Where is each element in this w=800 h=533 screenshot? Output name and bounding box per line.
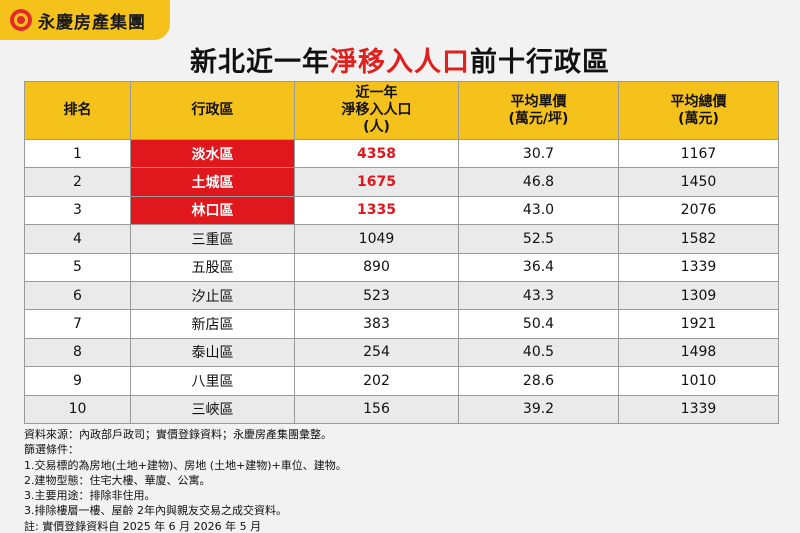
footnotes: 資料來源：內政部戶政司；實價登錄資料；永慶房產集團彙整。 篩選條件： 1.交易標… bbox=[24, 427, 778, 533]
rank-cell: 9 bbox=[24, 366, 131, 396]
header-total-price: 平均總價 (萬元) bbox=[618, 81, 779, 140]
net-in-cell: 202 bbox=[294, 366, 459, 396]
header-rank: 排名 bbox=[24, 81, 131, 140]
note-filter-title: 篩選條件： bbox=[24, 443, 79, 457]
rank-cell: 10 bbox=[24, 394, 131, 424]
table-header-row: 排名 行政區 近一年 淨移入人口 (人) 平均單價 (萬元/坪) 平均總價 (萬… bbox=[24, 81, 779, 140]
district-cell: 林口區 bbox=[130, 195, 295, 226]
rank-cell: 4 bbox=[24, 224, 131, 254]
rank-cell: 1 bbox=[24, 138, 131, 169]
total-price-cell: 1167 bbox=[618, 138, 779, 169]
table-row: 2 土城區 1675 46.8 1450 bbox=[24, 167, 779, 197]
rank-cell: 8 bbox=[24, 337, 131, 368]
total-price-cell: 1921 bbox=[618, 309, 779, 339]
rank-cell: 6 bbox=[24, 280, 131, 311]
total-price-cell: 1339 bbox=[618, 252, 779, 282]
unit-price-cell: 40.5 bbox=[458, 337, 619, 368]
net-in-cell: 156 bbox=[294, 394, 459, 424]
net-in-cell: 1675 bbox=[294, 167, 459, 197]
table-row: 1 淡水區 4358 30.7 1167 bbox=[24, 138, 779, 169]
header-net-in-line1: 近一年 bbox=[355, 85, 398, 101]
note-item-3: 3.主要用途：排除非住用。 bbox=[24, 489, 156, 503]
district-cell: 三峽區 bbox=[130, 394, 295, 424]
net-in-cell: 523 bbox=[294, 280, 459, 311]
district-cell: 五股區 bbox=[130, 252, 295, 282]
total-price-cell: 1339 bbox=[618, 394, 779, 424]
header-total-price-line1: 平均總價 bbox=[670, 93, 727, 110]
table-row: 6 汐止區 523 43.3 1309 bbox=[24, 280, 779, 311]
net-in-cell: 383 bbox=[294, 309, 459, 339]
rank-cell: 2 bbox=[24, 167, 131, 197]
district-cell: 泰山區 bbox=[130, 337, 295, 368]
title-prefix: 新北近一年 bbox=[190, 47, 330, 78]
note-item-4: 3.排除樓層一樓、屋齡 2年內與親友交易之成交資料。 bbox=[24, 504, 287, 518]
note-item-2: 2.建物型態：住宅大樓、華廈、公寓。 bbox=[24, 473, 211, 487]
yungching-logo-icon bbox=[10, 9, 32, 31]
net-in-cell: 254 bbox=[294, 337, 459, 368]
brand-name: 永慶房產集團 bbox=[38, 12, 146, 33]
table-row: 4 三重區 1049 52.5 1582 bbox=[24, 224, 779, 254]
district-cell: 三重區 bbox=[130, 224, 295, 254]
table-row: 8 泰山區 254 40.5 1498 bbox=[24, 337, 779, 368]
note-footnote: 註: 實價登錄資料自 2025 年 6 月 2026 年 5 月 bbox=[24, 519, 262, 533]
district-table: 排名 行政區 近一年 淨移入人口 (人) 平均單價 (萬元/坪) 平均總價 (萬… bbox=[24, 81, 779, 424]
net-in-cell: 1335 bbox=[294, 195, 459, 226]
header-total-price-line2: (萬元) bbox=[678, 110, 719, 127]
total-price-cell: 1450 bbox=[618, 167, 779, 197]
total-price-cell: 2076 bbox=[618, 195, 779, 226]
brand-logo: 永慶房產集團 bbox=[0, 0, 170, 40]
table-row: 7 新店區 383 50.4 1921 bbox=[24, 309, 779, 339]
title-highlight: 淨移入人口 bbox=[330, 47, 470, 78]
unit-price-cell: 30.7 bbox=[458, 138, 619, 169]
district-cell: 土城區 bbox=[130, 167, 295, 197]
header-unit-price-line1: 平均單價 bbox=[510, 93, 567, 110]
unit-price-cell: 28.6 bbox=[458, 366, 619, 396]
header-unit-price-line2: (萬元/坪) bbox=[508, 110, 569, 127]
table-row: 10 三峽區 156 39.2 1339 bbox=[24, 394, 779, 424]
note-item-1: 1.交易標的為房地(土地+建物)、房地 (土地+建物)+車位、建物。 bbox=[24, 458, 347, 472]
unit-price-cell: 46.8 bbox=[458, 167, 619, 197]
note-source: 資料來源：內政部戶政司；實價登錄資料；永慶房產集團彙整。 bbox=[24, 428, 332, 441]
rank-cell: 7 bbox=[24, 309, 131, 339]
total-price-cell: 1498 bbox=[618, 337, 779, 368]
total-price-cell: 1582 bbox=[618, 224, 779, 254]
district-cell: 汐止區 bbox=[130, 280, 295, 311]
unit-price-cell: 39.2 bbox=[458, 394, 619, 424]
net-in-cell: 1049 bbox=[294, 224, 459, 254]
header-unit-price: 平均單價 (萬元/坪) bbox=[458, 81, 619, 140]
unit-price-cell: 43.0 bbox=[458, 195, 619, 226]
page-title: 新北近一年淨移入人口前十行政區 bbox=[0, 40, 800, 79]
district-cell: 八里區 bbox=[130, 366, 295, 396]
total-price-cell: 1010 bbox=[618, 366, 779, 396]
title-suffix: 前十行政區 bbox=[470, 47, 610, 78]
rank-cell: 5 bbox=[24, 252, 131, 282]
total-price-cell: 1309 bbox=[618, 280, 779, 311]
unit-price-cell: 43.3 bbox=[458, 280, 619, 311]
header-net-in: 近一年 淨移入人口 (人) bbox=[294, 81, 459, 140]
table-row: 3 林口區 1335 43.0 2076 bbox=[24, 195, 779, 226]
district-cell: 新店區 bbox=[130, 309, 295, 339]
net-in-cell: 890 bbox=[294, 252, 459, 282]
header-net-in-line2: 淨移入人口 bbox=[341, 102, 412, 118]
unit-price-cell: 52.5 bbox=[458, 224, 619, 254]
unit-price-cell: 50.4 bbox=[458, 309, 619, 339]
district-cell: 淡水區 bbox=[130, 138, 295, 169]
header-district: 行政區 bbox=[130, 81, 295, 140]
rank-cell: 3 bbox=[24, 195, 131, 226]
table-row: 5 五股區 890 36.4 1339 bbox=[24, 252, 779, 282]
unit-price-cell: 36.4 bbox=[458, 252, 619, 282]
net-in-cell: 4358 bbox=[294, 138, 459, 169]
table-row: 9 八里區 202 28.6 1010 bbox=[24, 366, 779, 396]
header-net-in-line3: (人) bbox=[363, 119, 390, 135]
